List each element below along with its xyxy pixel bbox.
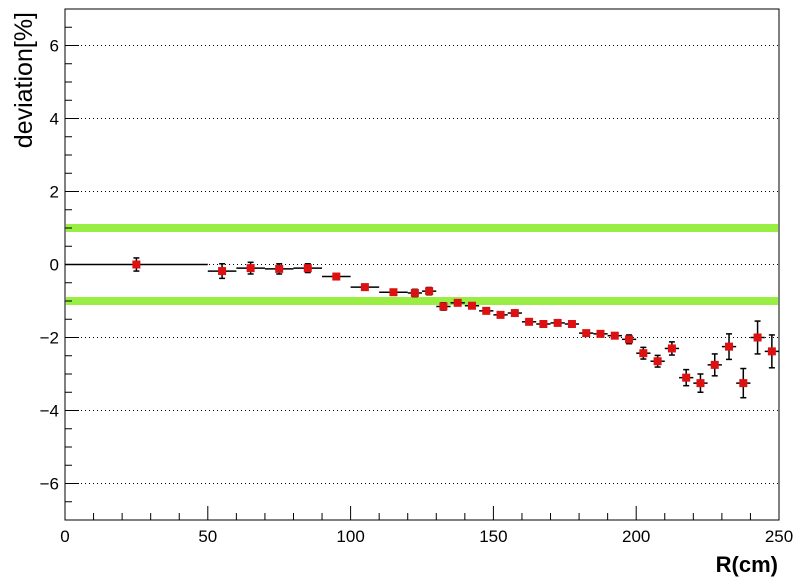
data-point bbox=[550, 318, 565, 327]
y-tick-label: −6 bbox=[40, 475, 59, 494]
point-marker bbox=[610, 331, 619, 340]
point-marker bbox=[696, 379, 705, 388]
data-point bbox=[679, 368, 694, 387]
data-point bbox=[350, 283, 380, 292]
x-axis: 0 50 100 150 200 250 bbox=[60, 506, 793, 546]
point-marker bbox=[667, 344, 676, 353]
y-axis-title: deviation[%] bbox=[10, 12, 38, 148]
point-marker bbox=[525, 317, 534, 326]
point-marker bbox=[275, 264, 284, 273]
point-marker bbox=[596, 329, 605, 338]
data-point bbox=[236, 261, 265, 275]
data-point bbox=[664, 341, 680, 356]
data-point bbox=[65, 257, 208, 272]
y-tick-label: 0 bbox=[50, 256, 59, 275]
data-point bbox=[207, 263, 237, 280]
data-point bbox=[564, 319, 580, 328]
x-tick-label: 50 bbox=[198, 527, 217, 546]
data-point bbox=[721, 333, 737, 361]
data-point bbox=[536, 319, 551, 328]
data-points bbox=[65, 257, 779, 399]
data-point bbox=[379, 288, 408, 297]
point-marker bbox=[625, 335, 634, 344]
point-marker bbox=[739, 379, 748, 388]
point-marker bbox=[639, 349, 648, 358]
point-marker bbox=[767, 347, 776, 356]
data-point bbox=[507, 309, 522, 318]
data-point bbox=[407, 288, 422, 298]
data-point bbox=[607, 331, 622, 340]
data-point bbox=[579, 329, 594, 338]
data-point bbox=[621, 334, 637, 345]
point-marker bbox=[539, 319, 548, 328]
point-marker bbox=[218, 267, 227, 276]
data-point bbox=[750, 320, 765, 355]
point-marker bbox=[496, 310, 505, 319]
data-point bbox=[293, 263, 323, 274]
point-marker bbox=[582, 329, 591, 338]
point-marker bbox=[410, 288, 419, 297]
point-marker bbox=[332, 272, 341, 281]
x-tick-label: 150 bbox=[479, 527, 507, 546]
y-tick-label: 4 bbox=[50, 110, 59, 129]
data-point bbox=[764, 334, 779, 369]
data-point bbox=[479, 306, 494, 315]
y-tick-label: −2 bbox=[40, 329, 59, 348]
data-point bbox=[422, 286, 437, 296]
point-marker bbox=[682, 373, 691, 382]
data-point bbox=[493, 310, 508, 319]
x-tick-label: 100 bbox=[336, 527, 364, 546]
point-marker bbox=[425, 287, 434, 296]
point-marker bbox=[725, 342, 734, 351]
y-tick-label: 2 bbox=[50, 183, 59, 202]
data-point bbox=[693, 373, 708, 393]
point-marker bbox=[510, 309, 519, 318]
point-marker bbox=[482, 306, 491, 315]
x-tick-label: 250 bbox=[765, 527, 793, 546]
y-tick-label: 6 bbox=[50, 37, 59, 56]
data-point bbox=[436, 302, 451, 311]
data-point bbox=[707, 353, 722, 377]
reference-lines bbox=[66, 224, 778, 305]
data-point bbox=[521, 317, 537, 326]
data-point bbox=[636, 346, 651, 360]
data-point bbox=[450, 298, 465, 307]
point-marker bbox=[453, 298, 462, 307]
point-marker bbox=[710, 360, 719, 369]
point-marker bbox=[753, 333, 762, 342]
point-marker bbox=[567, 319, 576, 328]
point-marker bbox=[303, 264, 312, 273]
y-tick-label: −4 bbox=[40, 402, 59, 421]
gridlines bbox=[65, 45, 779, 484]
point-marker bbox=[439, 302, 448, 311]
x-tick-label: 200 bbox=[622, 527, 650, 546]
data-point bbox=[322, 272, 351, 281]
x-axis-title: R(cm) bbox=[716, 552, 778, 577]
point-marker bbox=[246, 264, 255, 273]
y-axis: −6 −4 −2 0 2 4 6 bbox=[40, 8, 79, 521]
data-point bbox=[650, 354, 665, 368]
data-point bbox=[464, 301, 480, 310]
data-point bbox=[593, 329, 608, 338]
point-marker bbox=[653, 357, 662, 366]
point-marker bbox=[132, 260, 141, 269]
data-point bbox=[264, 263, 294, 275]
point-marker bbox=[360, 283, 369, 292]
x-tick-label: 0 bbox=[60, 527, 69, 546]
point-marker bbox=[553, 318, 562, 327]
point-marker bbox=[467, 301, 476, 310]
point-marker bbox=[389, 288, 398, 297]
data-point bbox=[736, 367, 751, 399]
